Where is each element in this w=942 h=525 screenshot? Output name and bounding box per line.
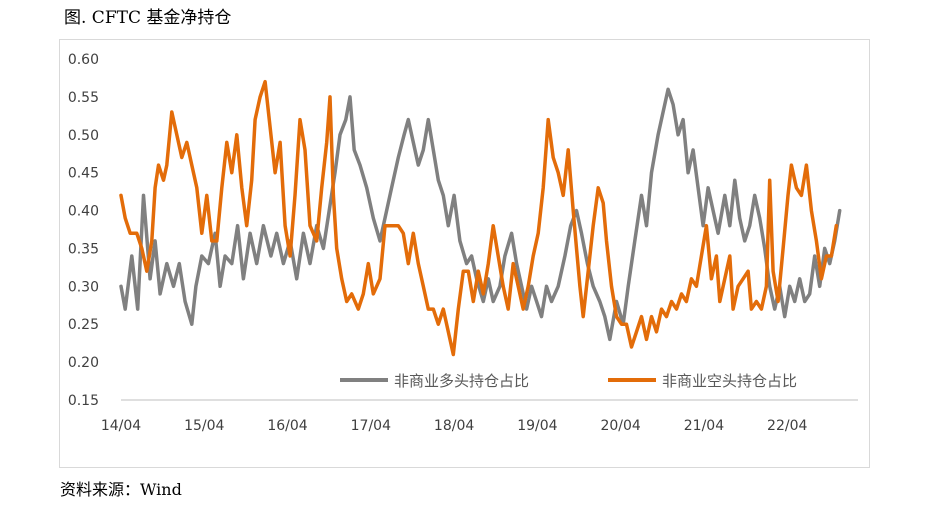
x-tick-label: 18/04 xyxy=(434,418,474,434)
y-tick-label: 0.60 xyxy=(68,52,99,68)
legend: 非商业多头持仓占比 非商业空头持仓占比 xyxy=(340,372,797,390)
series-layer xyxy=(119,79,842,357)
x-axis: 14/04 15/04 16/04 17/04 18/04 19/04 20/04 21/04… xyxy=(101,399,858,434)
y-tick-label: 0.50 xyxy=(68,128,99,144)
legend-label: 非商业空头持仓占比 xyxy=(662,372,797,390)
x-tick-label: 20/04 xyxy=(600,418,640,434)
x-tick-label: 14/04 xyxy=(101,418,141,434)
legend-label: 非商业多头持仓占比 xyxy=(394,372,529,390)
x-tick-label: 22/04 xyxy=(767,418,807,434)
source-note: 资料来源：Wind xyxy=(60,480,182,499)
y-tick-label: 0.20 xyxy=(68,355,99,371)
x-tick-label: 15/04 xyxy=(184,418,224,434)
x-tick-label: 21/04 xyxy=(684,418,724,434)
y-tick-label: 0.25 xyxy=(68,317,99,333)
x-tick-label: 19/04 xyxy=(517,418,557,434)
y-tick-label: 0.40 xyxy=(68,204,99,220)
x-tick-label: 17/04 xyxy=(351,418,391,434)
x-tick-label: 16/04 xyxy=(267,418,307,434)
series-line-long xyxy=(119,87,842,342)
y-tick-label: 0.30 xyxy=(68,279,99,295)
y-axis: 0.60 0.55 0.50 0.45 0.40 0.35 0.30 0.25 0.20 0.15 xyxy=(68,52,99,409)
y-tick-label: 0.45 xyxy=(68,166,99,182)
chart-frame xyxy=(59,39,870,468)
figure-title: 图. CFTC 基金净持仓 xyxy=(64,8,232,28)
y-tick-label: 0.35 xyxy=(68,241,99,257)
y-tick-label: 0.55 xyxy=(68,90,99,106)
series-line-short xyxy=(119,79,839,357)
y-tick-label: 0.15 xyxy=(68,393,99,409)
